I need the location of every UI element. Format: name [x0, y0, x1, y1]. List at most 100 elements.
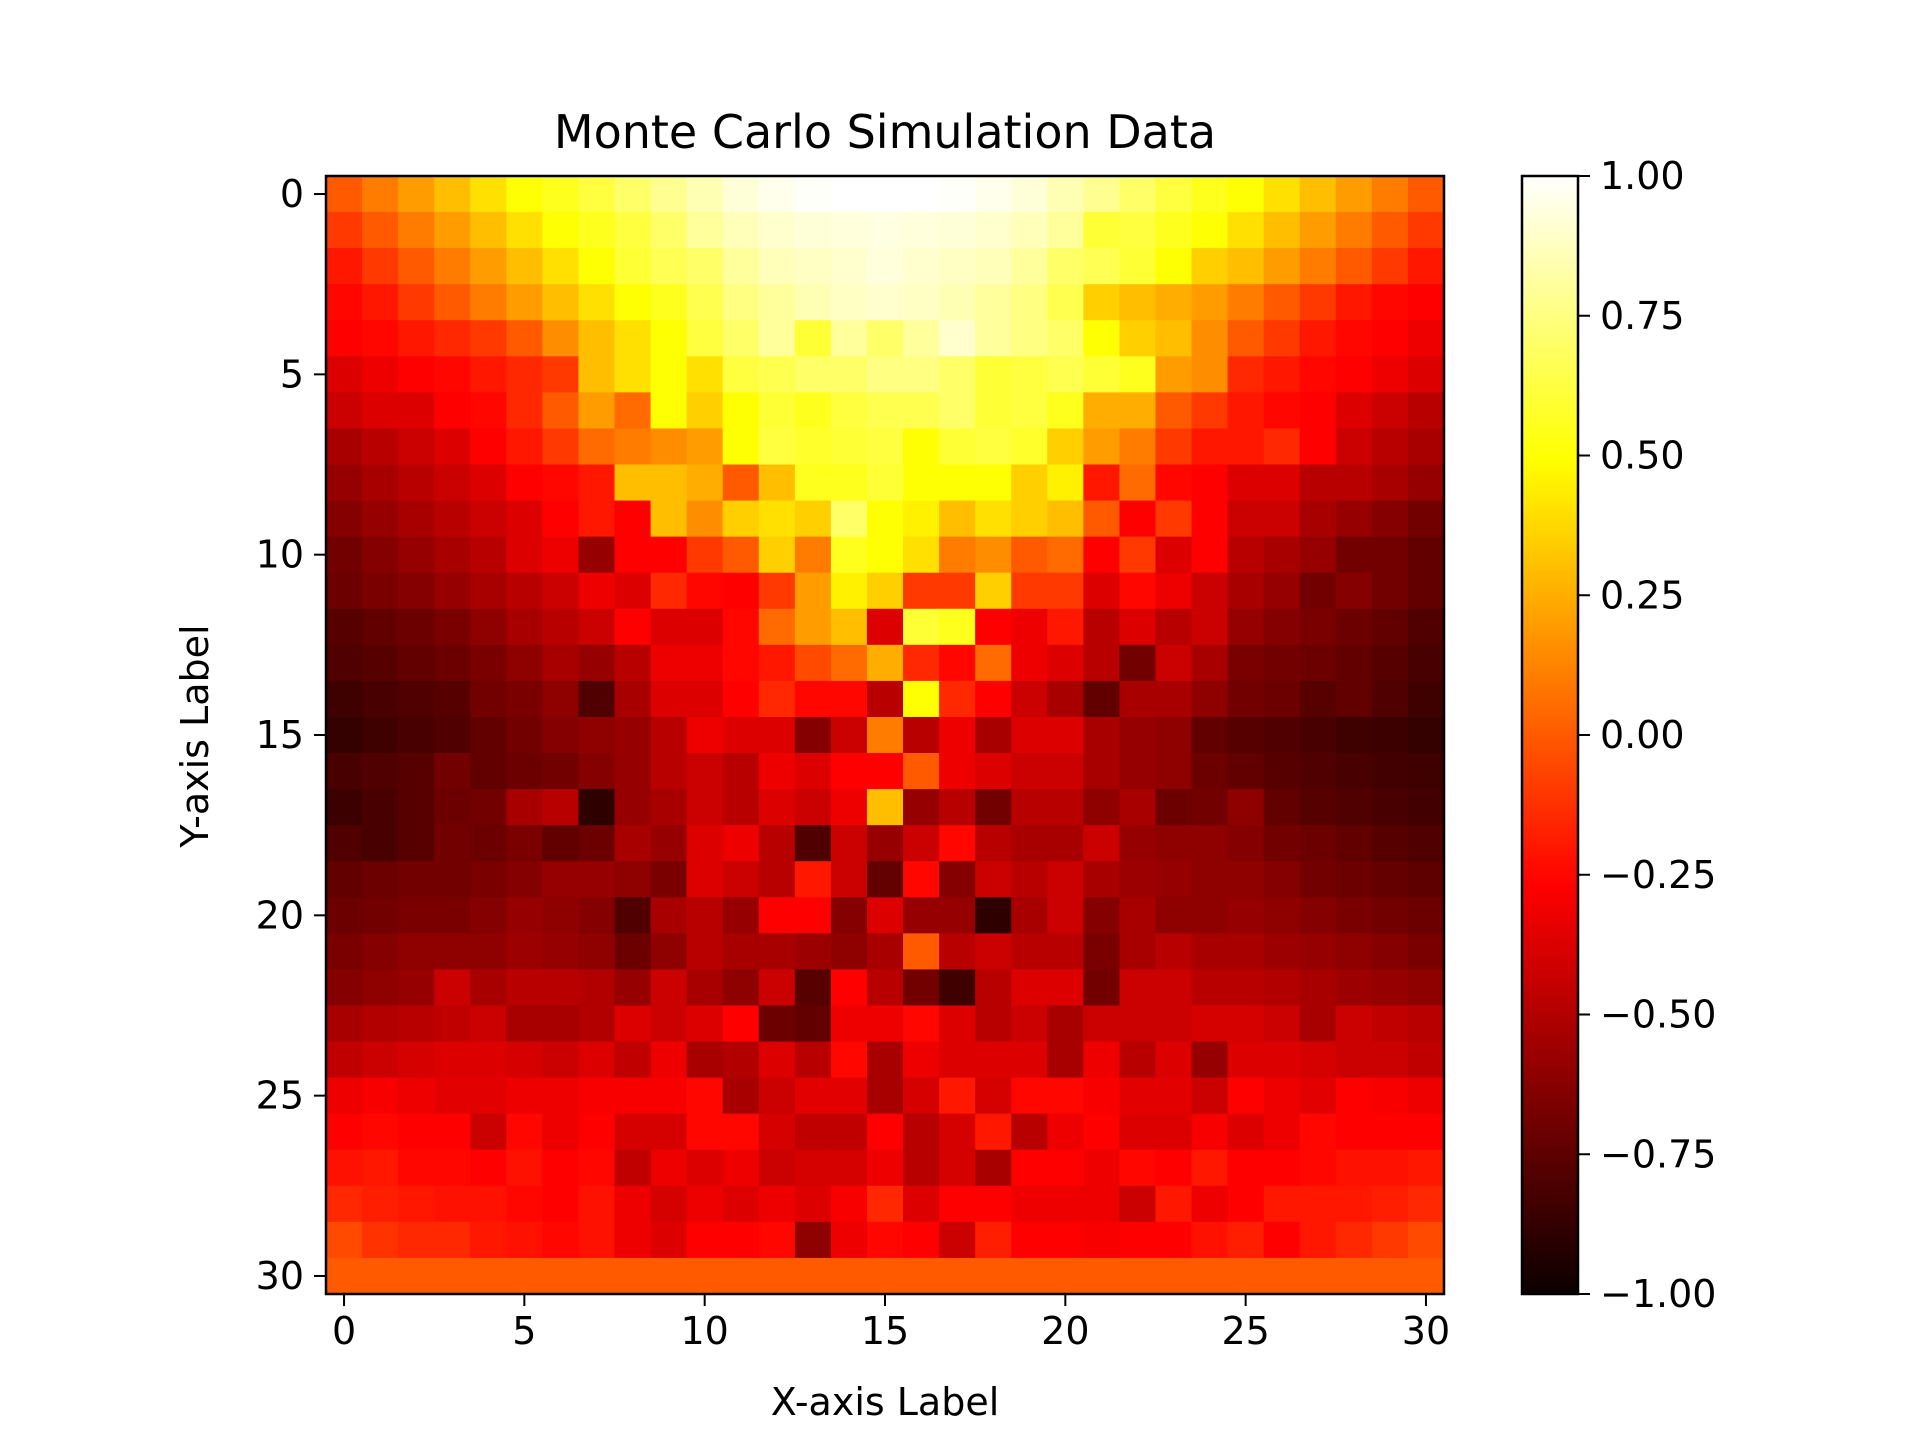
- heatmap-cell: [470, 716, 507, 754]
- heatmap-cell: [1191, 392, 1229, 430]
- heatmap-cell: [1155, 356, 1193, 393]
- heatmap-cell: [1191, 1077, 1229, 1115]
- heatmap-cell: [686, 680, 724, 718]
- colorbar-tick-label: −1.00: [1600, 1272, 1716, 1316]
- heatmap-cell: [1119, 1221, 1157, 1259]
- heatmap-cell: [1047, 644, 1084, 682]
- heatmap-cell: [398, 753, 435, 790]
- x-tick-label: 0: [332, 1309, 356, 1353]
- heatmap-cell: [1263, 1221, 1301, 1259]
- heatmap-cell: [903, 753, 940, 790]
- heatmap-cell: [1155, 428, 1193, 466]
- heatmap-cell: [434, 212, 471, 249]
- heatmap-cell: [903, 176, 940, 213]
- heatmap-cell: [1191, 1041, 1229, 1079]
- heatmap-cell: [1047, 248, 1084, 285]
- heatmap-cell: [1011, 933, 1048, 971]
- heatmap-cell: [1335, 753, 1373, 790]
- heatmap-cell: [1155, 1005, 1193, 1043]
- heatmap-cell: [578, 1257, 616, 1295]
- heatmap-cell: [1371, 212, 1409, 249]
- heatmap-cell: [362, 464, 399, 502]
- x-tick-label: 25: [1221, 1309, 1269, 1353]
- heatmap-cell: [975, 789, 1012, 826]
- heatmap-cell: [506, 428, 543, 466]
- heatmap-cell: [362, 933, 399, 971]
- heatmap-cell: [650, 536, 688, 574]
- heatmap-cell: [434, 500, 471, 538]
- heatmap-cell: [326, 1077, 363, 1115]
- heatmap-cell: [362, 284, 399, 321]
- heatmap-cell: [686, 500, 724, 538]
- heatmap-cell: [1011, 356, 1048, 393]
- heatmap-cell: [470, 428, 507, 466]
- heatmap-cell: [1155, 969, 1193, 1007]
- heatmap-cell: [903, 825, 940, 862]
- heatmap-cell: [1191, 1005, 1229, 1043]
- heatmap-cell: [614, 608, 652, 646]
- heatmap-cell: [1407, 825, 1445, 862]
- heatmap-cell: [470, 536, 507, 574]
- heatmap-cell: [1011, 1041, 1048, 1079]
- heatmap-cell: [506, 536, 543, 574]
- heatmap-cell: [1263, 572, 1301, 610]
- heatmap-cell: [722, 897, 760, 934]
- heatmap-cell: [1227, 1221, 1265, 1259]
- heatmap-cell: [506, 933, 543, 971]
- heatmap-cell: [614, 248, 652, 285]
- heatmap-cell: [650, 825, 688, 862]
- heatmap-cell: [1191, 572, 1229, 610]
- heatmap-cell: [1227, 789, 1265, 826]
- heatmap-cell: [794, 176, 832, 213]
- heatmap-cell: [794, 392, 832, 430]
- heatmap-cell: [794, 1257, 832, 1295]
- heatmap-cell: [903, 500, 940, 538]
- heatmap-cell: [1371, 428, 1409, 466]
- heatmap-cell: [650, 1113, 688, 1151]
- heatmap-cell: [1335, 825, 1373, 862]
- heatmap-cell: [614, 500, 652, 538]
- heatmap-cell: [1371, 284, 1409, 321]
- heatmap-cell: [794, 1077, 832, 1115]
- heatmap-cell: [1083, 897, 1121, 934]
- heatmap-cell: [398, 825, 435, 862]
- heatmap-cell: [1083, 716, 1121, 754]
- heatmap-cell: [794, 716, 832, 754]
- heatmap-cell: [1263, 1041, 1301, 1079]
- heatmap-cell: [975, 1113, 1012, 1151]
- heatmap-cell: [1263, 536, 1301, 574]
- heatmap-cell: [398, 320, 435, 357]
- heatmap-cell: [1299, 464, 1337, 502]
- heatmap-cell: [542, 356, 580, 393]
- heatmap-cell: [614, 284, 652, 321]
- heatmap-cell: [903, 861, 940, 898]
- heatmap-cell: [1263, 608, 1301, 646]
- heatmap-cell: [1335, 320, 1373, 357]
- heatmap-cell: [326, 1221, 363, 1259]
- heatmap-cell: [830, 356, 868, 393]
- heatmap-cell: [722, 1005, 760, 1043]
- heatmap-cell: [1227, 716, 1265, 754]
- heatmap-cell: [1263, 1149, 1301, 1187]
- heatmap-cell: [1371, 1257, 1409, 1295]
- heatmap-cell: [1335, 716, 1373, 754]
- y-tick-label: 5: [280, 352, 304, 396]
- heatmap-cell: [650, 608, 688, 646]
- heatmap-cell: [326, 969, 363, 1007]
- heatmap-cell: [362, 897, 399, 934]
- heatmap-cell: [1407, 1113, 1445, 1151]
- heatmap-cell: [1407, 356, 1445, 393]
- heatmap-cell: [326, 356, 363, 393]
- heatmap-cell: [939, 176, 976, 213]
- heatmap-cell: [1371, 536, 1409, 574]
- heatmap-cell: [722, 1149, 760, 1187]
- heatmap-cell: [758, 1257, 796, 1295]
- heatmap-cell: [722, 680, 760, 718]
- heatmap-cell: [866, 464, 904, 502]
- heatmap-cell: [722, 320, 760, 357]
- heatmap-cell: [1119, 1113, 1157, 1151]
- heatmap-cell: [1371, 753, 1409, 790]
- heatmap-cell: [722, 428, 760, 466]
- heatmap-cell: [398, 789, 435, 826]
- heatmap-cell: [1371, 248, 1409, 285]
